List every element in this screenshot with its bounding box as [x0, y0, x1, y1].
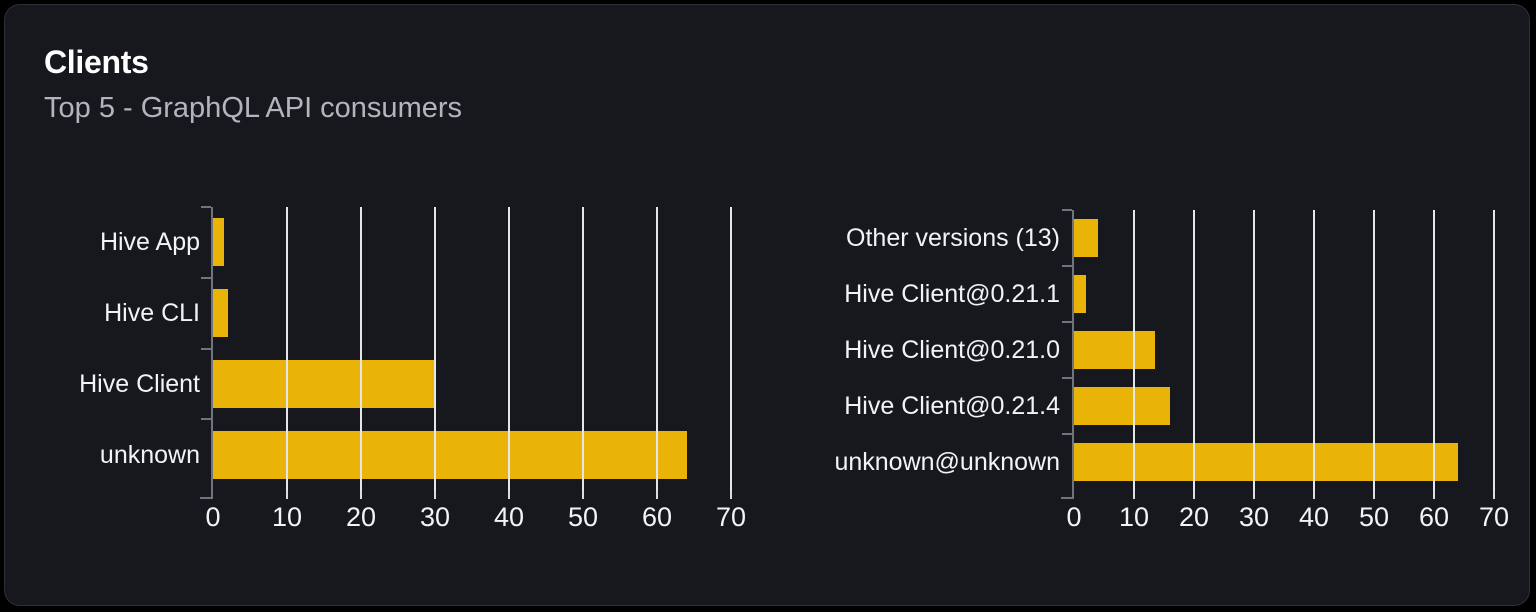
x-tick-label: 50	[567, 502, 599, 532]
category-label: unknown@unknown	[834, 448, 1060, 476]
x-axis-origin-tick	[200, 497, 212, 499]
category-label: Other versions (13)	[846, 224, 1060, 252]
gridline	[1433, 210, 1435, 490]
x-tick-label: 20	[1178, 502, 1210, 532]
gridline	[582, 207, 584, 490]
x-tick-label: 0	[1066, 502, 1082, 532]
x-axis-tick	[1493, 490, 1495, 499]
x-tick-label: 60	[1418, 502, 1450, 532]
bar	[1074, 275, 1086, 313]
y-axis-tick	[1062, 377, 1072, 379]
clients-card	[4, 4, 1530, 606]
x-tick-label: 60	[641, 502, 673, 532]
category-label: unknown	[99, 440, 200, 469]
y-axis-tick	[201, 276, 211, 279]
x-axis-tick	[1193, 490, 1195, 499]
y-axis-line	[211, 207, 213, 499]
x-tick-label: 10	[271, 502, 303, 532]
y-axis-tick	[1062, 321, 1072, 323]
x-tick-label: 20	[345, 502, 377, 532]
category-label: Hive Client	[79, 369, 200, 398]
y-axis-tick	[1062, 209, 1072, 211]
category-label: Hive Client@0.21.4	[844, 392, 1060, 420]
x-axis-tick	[1133, 490, 1135, 499]
x-tick-label: 30	[419, 502, 451, 532]
x-axis-tick	[1373, 490, 1375, 499]
x-axis-tick	[508, 490, 510, 499]
bar	[213, 289, 228, 338]
x-tick-label: 70	[715, 502, 747, 532]
y-axis-tick	[201, 347, 211, 350]
bar	[1074, 387, 1170, 425]
x-tick-label: 70	[1478, 502, 1510, 532]
x-axis-origin-tick	[1061, 497, 1073, 499]
gridline	[508, 207, 510, 490]
gridline	[1493, 210, 1495, 490]
gridline	[1193, 210, 1195, 490]
x-axis-tick	[730, 490, 732, 499]
y-axis-tick	[1062, 433, 1072, 435]
x-axis-tick	[582, 490, 584, 499]
x-tick-label: 50	[1358, 502, 1390, 532]
category-label: Hive CLI	[104, 299, 200, 328]
x-axis-tick	[360, 490, 362, 499]
y-axis-tick	[201, 206, 211, 208]
gridline	[1313, 210, 1315, 490]
card-subtitle: Top 5 - GraphQL API consumers	[44, 92, 463, 124]
bar	[1074, 443, 1458, 481]
card-title: Clients	[44, 44, 149, 80]
x-axis-tick	[1253, 490, 1255, 499]
x-axis-tick	[286, 490, 288, 499]
gridline	[434, 207, 436, 490]
gridline	[730, 207, 732, 490]
gridline	[360, 207, 362, 490]
category-label: Hive Client@0.21.0	[844, 336, 1060, 364]
y-axis-line	[1072, 210, 1074, 499]
bar	[1074, 219, 1098, 257]
bar	[213, 430, 687, 479]
x-tick-label: 0	[205, 502, 221, 532]
bar	[1074, 331, 1155, 369]
x-tick-label: 30	[1238, 502, 1270, 532]
bar	[213, 359, 435, 408]
category-label: Hive Client@0.21.1	[844, 280, 1060, 308]
y-axis-tick	[201, 418, 211, 421]
x-axis-tick	[434, 490, 436, 499]
x-tick-label: 10	[1118, 502, 1150, 532]
gridline	[656, 207, 658, 490]
x-tick-label: 40	[1298, 502, 1330, 532]
y-axis-tick	[1062, 265, 1072, 267]
bar	[213, 218, 225, 267]
gridline	[286, 207, 288, 490]
gridline	[1373, 210, 1375, 490]
gridline	[1253, 210, 1255, 490]
x-tick-label: 40	[493, 502, 525, 532]
x-axis-tick	[1433, 490, 1435, 499]
category-label: Hive App	[99, 228, 200, 257]
x-axis-tick	[1313, 490, 1315, 499]
gridline	[1133, 210, 1135, 490]
x-axis-tick	[656, 490, 658, 499]
